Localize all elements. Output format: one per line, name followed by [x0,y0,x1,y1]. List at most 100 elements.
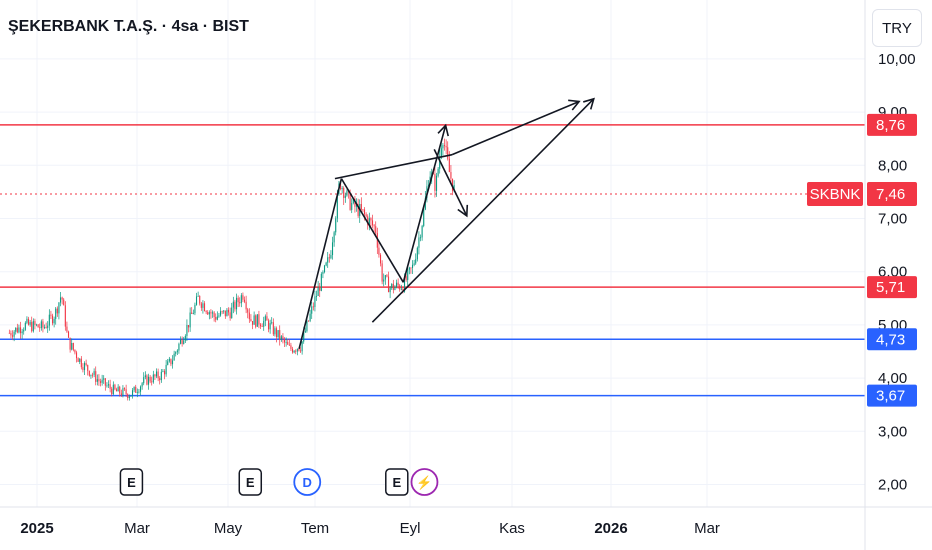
candle-body [354,198,356,207]
candle-body [207,312,209,315]
candle-body [440,148,442,157]
y-tick-label: 3,00 [878,423,907,440]
candle-body [416,247,418,260]
candle-body [29,322,31,325]
currency-button[interactable]: TRY [872,9,922,47]
candle-body [74,349,76,353]
candle-body [299,350,302,352]
candle-body [296,348,298,352]
candle-body [106,385,108,387]
candle-body [173,353,175,361]
arrow-head [437,123,449,137]
candle-body [322,272,324,274]
candle-body [111,388,113,395]
event-markers[interactable]: E E D E ⚡ [119,468,439,496]
candle-body [200,303,202,308]
candle-body [279,330,281,340]
candle-body [186,324,188,336]
earnings-marker[interactable] [385,468,409,496]
trend-line[interactable] [334,153,453,180]
trend-line[interactable] [451,100,580,156]
candle-body [165,364,167,375]
horizontal-levels[interactable] [0,124,865,397]
split-marker[interactable] [410,468,439,496]
candle-body [104,378,106,386]
earnings-marker[interactable] [119,468,144,496]
candle-body [50,314,52,316]
candle-body [82,367,84,371]
candle-body [199,295,201,304]
candle-body [34,321,36,325]
candle-body [227,309,230,313]
event-label: E [246,475,255,490]
candle-body [61,297,63,300]
candle-body [221,311,223,313]
candle-body [287,341,289,345]
candle-body [98,379,100,382]
earnings-marker[interactable] [238,468,263,496]
time-axis[interactable]: 2025 Mar May Tem Eyl Kas 2026 Mar [20,520,720,537]
last-price-tag [867,182,917,207]
candle-body [427,184,430,187]
candle-body [213,312,215,318]
candle-body [109,384,111,389]
candle-body [395,282,398,287]
last-price-tag-text: 7,46 [876,186,905,203]
candle-body [55,308,57,319]
arrow-head [583,97,595,110]
candle-body [117,386,119,392]
candle-body [167,361,169,365]
trend-line[interactable] [433,148,468,217]
candle-body [31,322,33,332]
candle-body [171,360,174,365]
x-tick-label: 2025 [20,520,53,537]
candle-body [79,358,81,362]
candle-body [170,358,172,365]
candle-body [386,275,388,277]
candle-body [357,204,359,216]
candle-body [13,331,15,337]
candle-body [411,264,414,268]
candle-body [341,187,343,190]
trend-line[interactable] [371,98,595,323]
trend-line[interactable] [298,178,343,350]
candle-body [234,301,236,310]
candle-body [256,314,258,327]
arrow-head [568,99,581,111]
candle-body [336,193,338,219]
candle-body [239,302,241,304]
candle-body [373,225,375,227]
candle-body [27,318,30,325]
candle-body [304,331,306,333]
candle-body [413,263,415,265]
candle-body [163,371,166,375]
candle-body [231,307,233,319]
candle-body [360,203,362,210]
candle-body [315,296,318,297]
candle-body [112,384,114,395]
candle-body [290,345,292,349]
y-tick-label: 10,00 [878,51,916,68]
candle-body [314,296,316,307]
candle-body [130,395,132,397]
candle-body [146,375,148,385]
candle-body [237,297,239,303]
x-tick-label: Mar [694,520,720,537]
trend-drawings[interactable] [298,97,595,350]
dividend-marker[interactable] [293,468,322,496]
candle-body [152,374,154,383]
candle-body [405,276,407,280]
candle-body [218,315,220,317]
x-tick-label: Mar [124,520,150,537]
candle-body [103,378,105,380]
candle-body [48,314,50,326]
trend-line[interactable] [340,178,404,283]
candle-body [123,388,126,390]
candle-body [253,315,255,325]
candle-body [403,276,406,292]
trend-line[interactable] [402,125,447,283]
candle-body [66,326,68,332]
candle-body [56,308,58,314]
